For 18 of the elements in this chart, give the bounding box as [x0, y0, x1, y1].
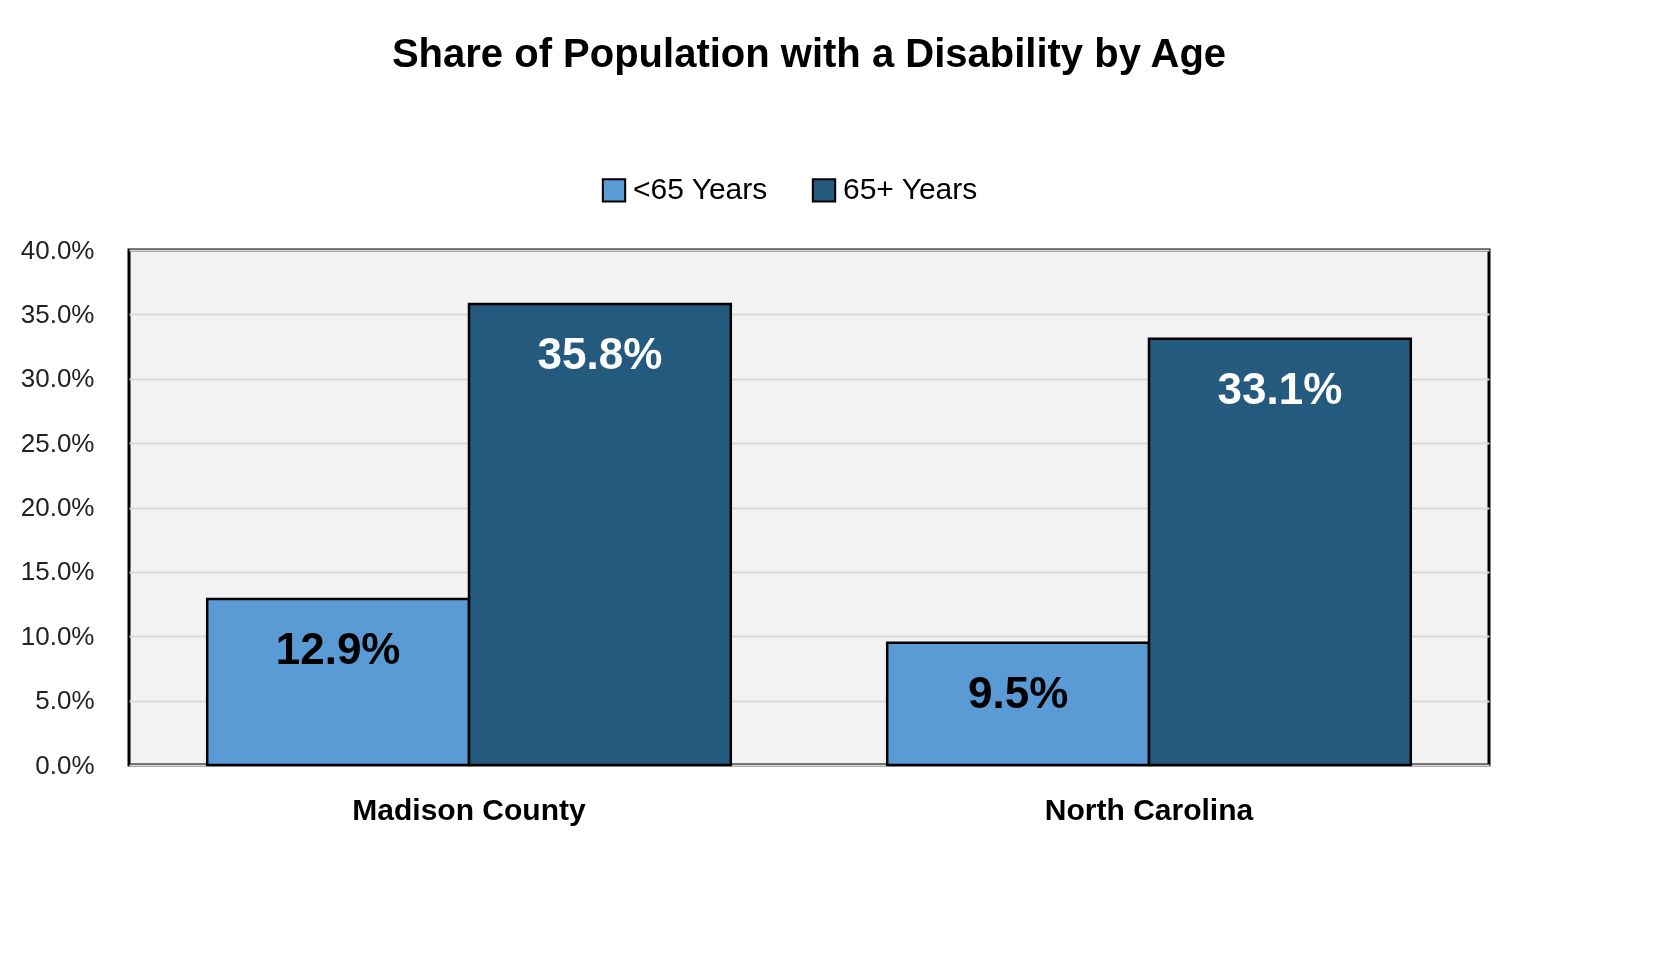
- chart-title: Share of Population with a Disability by Age: [391, 31, 1227, 75]
- data-label: 12.9%: [275, 623, 401, 673]
- y-tick-label: 10.0%: [20, 620, 95, 651]
- legend-label: <65 Years: [633, 172, 768, 206]
- y-tick-label: 25.0%: [20, 427, 95, 458]
- x-tick-label: North Carolina: [1044, 792, 1254, 826]
- y-tick-label: 30.0%: [20, 363, 95, 394]
- data-label: 33.1%: [1217, 363, 1343, 413]
- y-tick-label: 35.0%: [20, 298, 95, 329]
- y-tick-label: 15.0%: [20, 556, 95, 587]
- y-tick-label: 20.0%: [20, 492, 95, 522]
- x-tick-label: Madison County: [352, 792, 586, 826]
- y-tick-label: 5.0%: [35, 685, 95, 716]
- data-label: 9.5%: [967, 667, 1069, 717]
- data-label: 35.8%: [537, 329, 663, 379]
- y-tick-label: 0.0%: [35, 749, 95, 780]
- y-tick-label: 40.0%: [20, 234, 95, 265]
- legend-label: 65+ Years: [843, 172, 978, 206]
